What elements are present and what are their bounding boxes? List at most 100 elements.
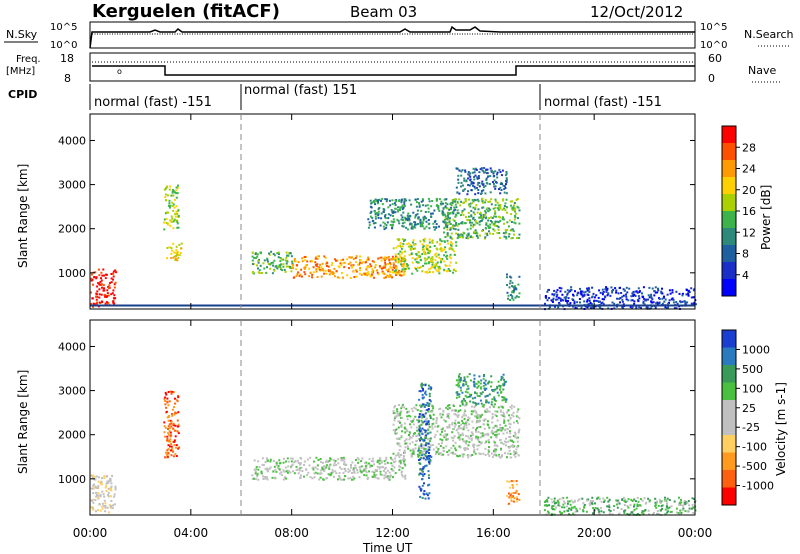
power-data-cell bbox=[613, 302, 616, 305]
velocity-colorbar-tick-label: -500 bbox=[742, 460, 767, 473]
velocity-data-cell bbox=[490, 436, 493, 439]
power-data-cell bbox=[415, 260, 418, 263]
velocity-data-cell bbox=[425, 404, 428, 407]
power-data-cell bbox=[446, 239, 449, 242]
velocity-data-cell bbox=[452, 403, 455, 406]
power-data-cell bbox=[449, 212, 452, 215]
power-data-cell bbox=[374, 222, 377, 224]
noise-left-tick-high: 10^5 bbox=[50, 22, 77, 33]
velocity-data-cell bbox=[606, 496, 609, 499]
power-data-cell bbox=[390, 209, 393, 211]
power-data-cell bbox=[560, 287, 563, 290]
velocity-data-cell bbox=[103, 475, 106, 478]
velocity-data-cell bbox=[623, 499, 626, 502]
power-data-cell bbox=[384, 222, 386, 225]
power-data-cell bbox=[590, 306, 593, 309]
velocity-data-cell bbox=[462, 426, 465, 429]
power-data-cell bbox=[175, 245, 178, 248]
power-data-cell bbox=[342, 258, 345, 261]
power-data-cell bbox=[408, 219, 411, 222]
velocity-data-cell bbox=[418, 427, 421, 430]
power-data-cell bbox=[90, 279, 93, 282]
power-data-cell bbox=[461, 235, 464, 238]
velocity-data-cell bbox=[411, 441, 414, 444]
power-data-cell bbox=[443, 227, 446, 230]
power-data-cell bbox=[514, 296, 517, 299]
power-data-cell bbox=[256, 264, 258, 267]
velocity-data-cell bbox=[404, 477, 407, 480]
power-data-cell bbox=[110, 293, 113, 296]
power-data-cell bbox=[400, 198, 403, 201]
power-data-cell bbox=[481, 206, 484, 209]
power-data-cell bbox=[282, 265, 285, 268]
power-data-cell bbox=[484, 232, 487, 235]
velocity-data-cell bbox=[463, 379, 466, 382]
power-data-cell bbox=[375, 199, 378, 202]
power-data-cell bbox=[555, 298, 558, 301]
velocity-data-cell bbox=[367, 462, 370, 465]
power-data-cell bbox=[460, 170, 463, 173]
power-data-cell bbox=[587, 287, 590, 290]
power-data-cell bbox=[505, 183, 507, 186]
power-data-cell bbox=[429, 245, 432, 248]
velocity-data-cell bbox=[644, 509, 647, 511]
velocity-data-cell bbox=[443, 450, 446, 453]
power-data-cell bbox=[690, 296, 693, 299]
power-data-cell bbox=[398, 222, 401, 225]
velocity-data-cell bbox=[342, 471, 345, 474]
power-data-cell bbox=[445, 264, 448, 267]
velocity-data-cell bbox=[352, 478, 355, 481]
velocity-data-cell bbox=[164, 396, 167, 399]
velocity-data-cell bbox=[408, 414, 410, 417]
velocity-data-cell bbox=[425, 450, 428, 453]
power-data-cell bbox=[502, 198, 505, 201]
power-data-cell bbox=[348, 256, 351, 259]
velocity-data-cell bbox=[340, 457, 343, 459]
power-data-cell bbox=[473, 178, 476, 181]
velocity-data-cell bbox=[510, 414, 513, 416]
power-data-cell bbox=[467, 184, 470, 186]
power-data-cell bbox=[489, 208, 491, 211]
velocity-data-cell bbox=[602, 497, 605, 500]
power-data-cell bbox=[497, 228, 500, 231]
velocity-data-cell bbox=[491, 415, 494, 418]
velocity-data-cell bbox=[386, 461, 389, 464]
velocity-data-cell bbox=[436, 450, 439, 452]
power-data-cell bbox=[423, 251, 425, 254]
power-data-cell bbox=[431, 256, 434, 259]
power-data-cell bbox=[435, 197, 438, 200]
power-data-cell bbox=[281, 269, 283, 272]
velocity-data-cell bbox=[424, 412, 427, 415]
power-data-cell bbox=[166, 247, 169, 249]
velocity-data-cell bbox=[427, 454, 430, 457]
power-data-cell bbox=[427, 256, 430, 259]
power-data-cell bbox=[388, 270, 391, 273]
velocity-data-cell bbox=[97, 480, 100, 483]
power-data-cell bbox=[642, 296, 644, 299]
velocity-data-cell bbox=[555, 501, 557, 504]
power-data-cell bbox=[412, 247, 415, 250]
power-data-cell bbox=[384, 215, 386, 218]
velocity-data-cell bbox=[481, 434, 484, 437]
velocity-data-cell bbox=[299, 474, 302, 477]
power-data-cell bbox=[437, 208, 440, 210]
power-data-cell bbox=[561, 298, 564, 301]
power-data-cell bbox=[645, 307, 648, 310]
velocity-data-cell bbox=[431, 444, 434, 446]
velocity-data-cell bbox=[425, 493, 428, 495]
power-data-cell bbox=[643, 303, 646, 306]
power-data-cell bbox=[448, 208, 451, 211]
velocity-data-cell bbox=[572, 501, 575, 504]
velocity-data-cell bbox=[664, 513, 667, 516]
velocity-data-cell bbox=[168, 414, 171, 417]
power-data-cell bbox=[549, 306, 551, 308]
power-data-cell bbox=[386, 256, 389, 259]
power-data-cell bbox=[614, 287, 617, 290]
power-data-cell bbox=[509, 200, 512, 203]
power-data-cell bbox=[303, 267, 306, 270]
velocity-data-cell bbox=[99, 482, 102, 485]
power-data-cell bbox=[380, 217, 383, 220]
power-data-cell bbox=[176, 186, 179, 189]
power-data-cell bbox=[420, 200, 423, 203]
velocity-data-cell bbox=[557, 504, 560, 507]
